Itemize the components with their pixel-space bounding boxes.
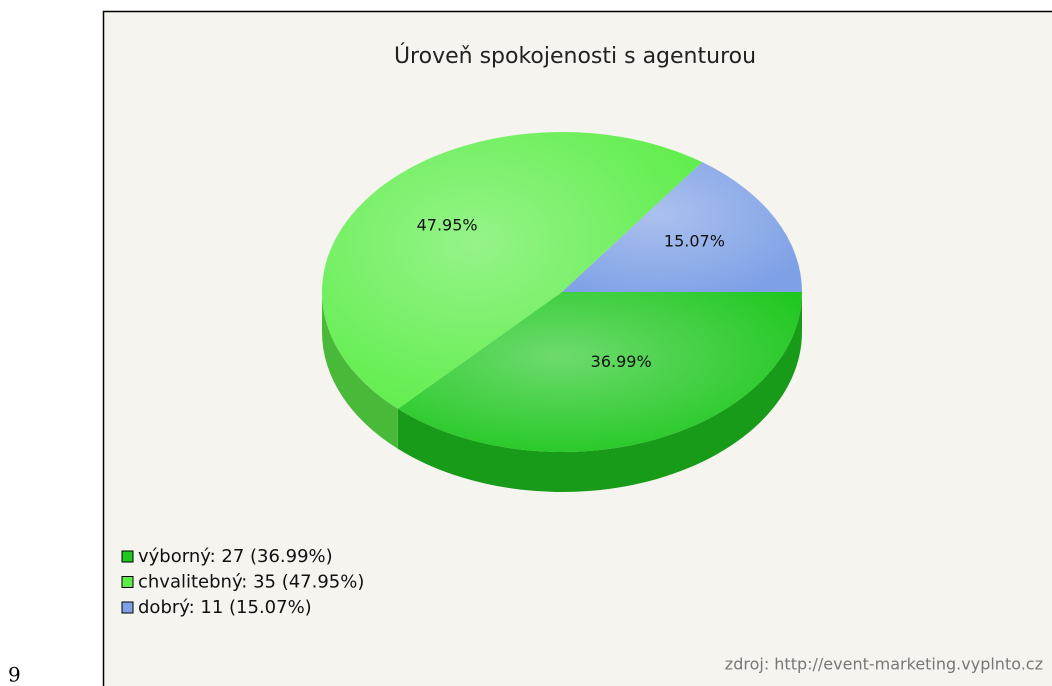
slice-label: 36.99%: [591, 352, 652, 371]
slice-label: 15.07%: [664, 231, 725, 250]
legend-label: výborný: 27 (36.99%): [138, 546, 333, 567]
slice-side: [397, 292, 802, 493]
legend-swatch: [121, 576, 134, 588]
chart-border: [102, 10, 1052, 686]
slice-highlight: [397, 292, 802, 453]
slice-highlight: [322, 132, 703, 409]
page-number: 9: [8, 663, 21, 686]
slice-highlight: [562, 162, 802, 292]
slice-label: 47.95%: [417, 216, 478, 235]
legend-swatch: [121, 601, 134, 614]
source: zdroj: http://event-marketing.vyplnto.cz: [725, 655, 1043, 674]
legend-swatch: [121, 550, 134, 563]
legend-label: chvalitebný: 35 (47.95%): [138, 572, 364, 593]
chart-title: Úroveň spokojenosti s agenturou: [394, 43, 756, 69]
legend-label: dobrý: 11 (15.07%): [138, 597, 312, 618]
slice-side: [322, 292, 398, 449]
